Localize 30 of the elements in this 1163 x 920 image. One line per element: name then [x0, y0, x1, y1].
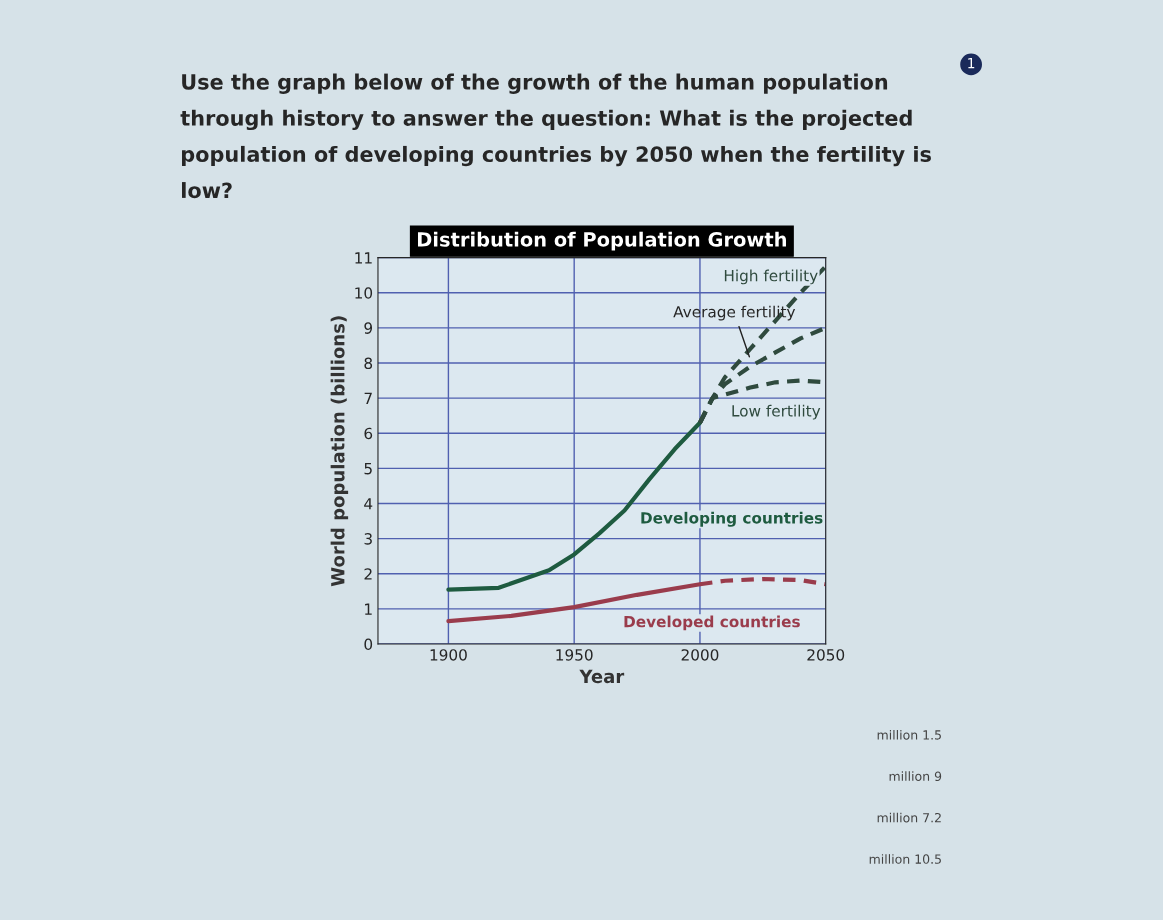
y-tick-label: 2: [364, 568, 372, 580]
text: million 1.5: [877, 729, 941, 740]
series-label: High fertility: [724, 269, 818, 285]
text: million 10.5: [869, 854, 941, 864]
series-label: Average fertility: [673, 305, 796, 321]
series-label: Low fertility: [732, 404, 821, 420]
y-tick-label: 8: [364, 357, 373, 369]
y-tick-label: 5: [364, 463, 372, 475]
text: 1: [968, 58, 975, 69]
series-label: Developing countries: [641, 511, 823, 527]
x-tick-label: 1950: [556, 649, 593, 661]
text: Use the graph below of the growth of the human population through history to answer the question: What is the projected population of developing countries by 2050 when the fertility is low?: [180, 73, 931, 199]
y-tick-label: 7: [364, 392, 372, 404]
y-tick-label: 0: [364, 638, 373, 651]
y-axis-title: World population (billions): [330, 316, 349, 587]
y-tick-label: 3: [364, 533, 372, 545]
y-tick-label: 1: [365, 603, 372, 615]
text: million 9: [889, 771, 942, 782]
y-tick-label: 9: [364, 322, 373, 334]
y-tick-label: 11: [355, 252, 372, 264]
y-tick-label: 4: [364, 498, 373, 510]
y-tick-label: 10: [355, 287, 373, 299]
y-tick-label: 6: [364, 427, 373, 440]
text: million 7.2: [877, 812, 941, 823]
x-axis-title: Year: [579, 669, 625, 684]
x-tick-label: 2050: [807, 649, 845, 661]
chart-title: Distribution of Population Growth: [417, 231, 786, 251]
x-tick-label: 2000: [681, 649, 719, 661]
series-label: Developed countries: [624, 615, 800, 631]
x-tick-label: 1900: [430, 649, 467, 661]
